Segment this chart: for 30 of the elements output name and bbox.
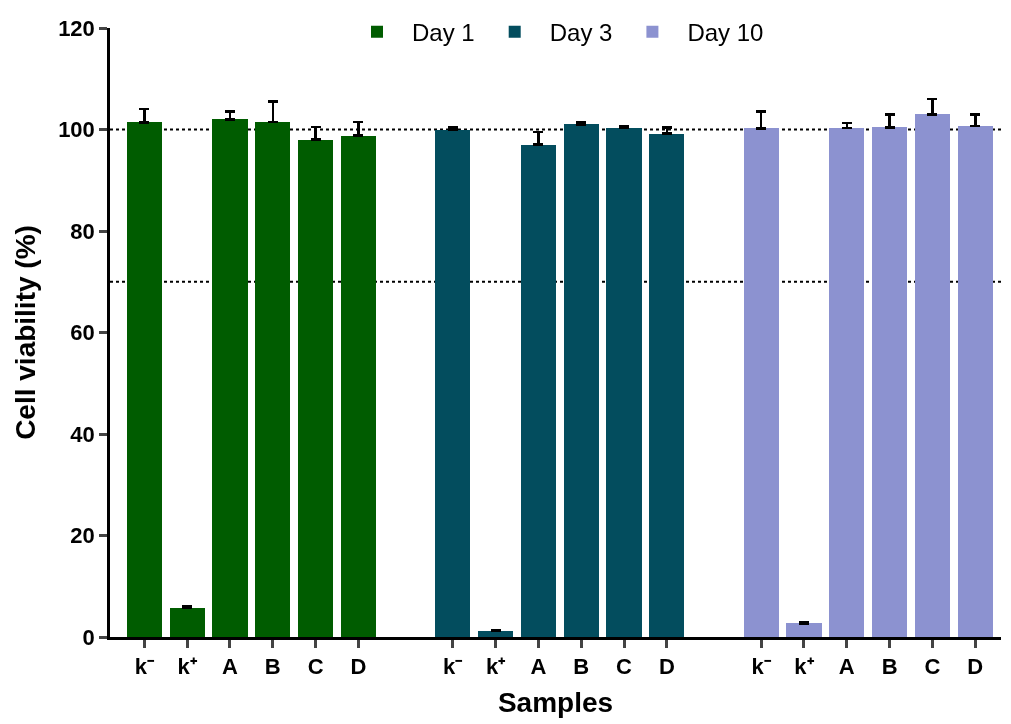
y-tick-label: 40 xyxy=(70,421,95,447)
legend-label: Day 10 xyxy=(687,19,764,47)
x-tick-label: k⁺ xyxy=(794,654,815,680)
x-tick-label: C xyxy=(307,654,324,680)
y-tick-label: 0 xyxy=(82,624,95,650)
y-tick-label: 60 xyxy=(70,320,95,346)
x-tick-label: C xyxy=(616,654,633,680)
x-tick-label: D xyxy=(658,654,675,680)
y-tick-label: 20 xyxy=(70,523,95,549)
x-axis-title: Samples xyxy=(497,687,614,719)
x-tick-label: k⁻ xyxy=(134,654,155,680)
y-tick-label: 80 xyxy=(70,218,95,244)
x-tick-label: k⁺ xyxy=(485,654,507,680)
x-tick-label: B xyxy=(881,654,898,680)
x-tick-label: A xyxy=(221,654,238,680)
x-tick-label: A xyxy=(530,654,547,680)
x-tick-label: D xyxy=(350,654,367,680)
x-tick-label: k⁺ xyxy=(177,654,198,680)
x-tick-label: B xyxy=(264,654,281,680)
legend-label: Day 3 xyxy=(549,19,613,47)
legend-label: Day 1 xyxy=(412,19,475,47)
x-tick-label: B xyxy=(573,654,590,680)
x-tick-label: D xyxy=(967,654,984,680)
x-tick-label: A xyxy=(838,654,855,680)
x-tick-label: C xyxy=(924,654,941,680)
y-tick-label: 120 xyxy=(58,15,95,41)
y-axis-title: Cell viability (%) xyxy=(9,225,41,440)
x-tick-label: k⁻ xyxy=(443,654,464,680)
x-tick-label: k⁻ xyxy=(751,654,772,680)
y-tick-label: 100 xyxy=(58,117,95,143)
